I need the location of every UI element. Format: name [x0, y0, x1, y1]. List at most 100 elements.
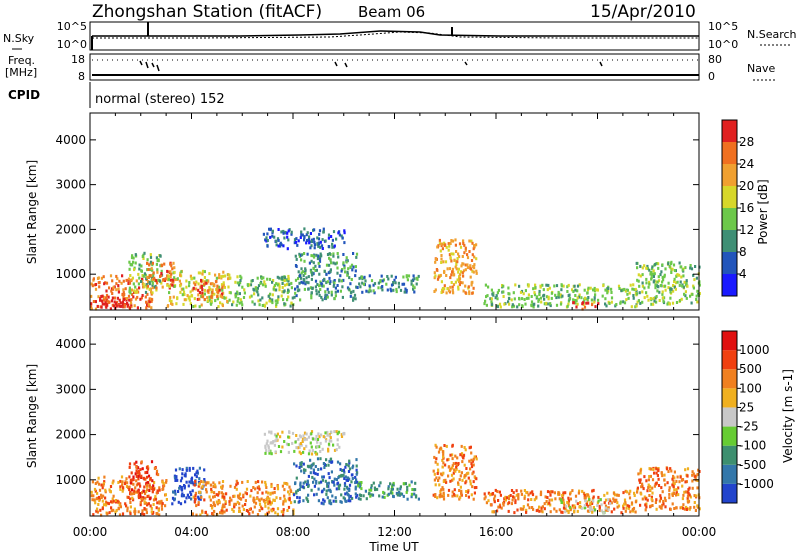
velocity-cell: [510, 502, 513, 506]
velocity-cell: [625, 506, 628, 510]
power-cell: [314, 279, 318, 283]
velocity-cell: [441, 465, 444, 469]
power-cell: [119, 301, 122, 305]
power-cell: [318, 232, 321, 236]
power-cell: [179, 273, 182, 277]
power-cell: [266, 277, 269, 281]
power-cell: [170, 299, 173, 303]
power-cell: [694, 265, 697, 268]
power-cell: [182, 302, 185, 306]
power-cell: [239, 281, 242, 285]
power-cell: [276, 275, 279, 279]
power-cell: [328, 263, 331, 267]
velocity-cell: [141, 509, 144, 513]
power-cell: [276, 237, 280, 241]
power-cell: [641, 284, 644, 288]
power-cell: [147, 276, 150, 279]
velocity-cell: [402, 482, 405, 486]
velocity-cell: [653, 484, 656, 488]
velocity-cell: [187, 484, 190, 488]
velocity-cell: [559, 498, 562, 502]
velocity-cell: [345, 478, 348, 482]
power-cell: [559, 302, 563, 306]
power-cell: [298, 252, 301, 256]
power-cell: [198, 297, 201, 301]
power-cell: [279, 244, 282, 248]
velocity-cell: [198, 490, 201, 494]
velocity-cell: [180, 476, 184, 480]
power-cell: [268, 299, 271, 303]
power-cell: [187, 296, 190, 300]
velocity-cell: [628, 496, 632, 500]
velocity-cell: [357, 484, 360, 488]
power-cell: [468, 250, 471, 253]
velocity-cell: [378, 494, 381, 498]
power-cell: [94, 307, 98, 311]
power-cell: [303, 287, 306, 291]
power-cell: [459, 273, 462, 277]
power-cell: [215, 279, 218, 283]
velocity-cell: [459, 495, 462, 499]
power-cell: [146, 275, 149, 279]
power-cell: [447, 242, 450, 246]
velocity-cell: [510, 489, 514, 492]
power-cell: [251, 300, 254, 304]
power-cell: [282, 244, 285, 248]
velocity-cell: [607, 506, 610, 510]
velocity-cell: [592, 499, 595, 503]
power-cell: [306, 231, 309, 235]
power-cell: [530, 300, 534, 304]
velocity-cell: [185, 466, 188, 470]
velocity-cell: [533, 498, 536, 502]
velocity-cell: [114, 510, 117, 514]
power-cell: [266, 232, 269, 236]
power-cell: [678, 299, 682, 302]
power-cell: [327, 271, 330, 275]
velocity-cell: [264, 504, 267, 508]
velocity-cell: [228, 502, 231, 506]
velocity-cell: [464, 481, 467, 485]
power-cell: [171, 302, 174, 306]
power-cell: [188, 284, 191, 288]
velocity-cell: [102, 482, 105, 485]
velocity-cell: [356, 480, 359, 484]
velocity-cell: [283, 497, 286, 501]
velocity-cell: [96, 491, 99, 495]
power-cell: [352, 298, 355, 302]
power-cell: [390, 274, 393, 278]
velocity-cell: [693, 501, 696, 504]
velocity-cell: [302, 450, 305, 454]
power-cell: [206, 296, 209, 300]
velocity-cell: [391, 483, 394, 487]
power-cell: [138, 263, 141, 267]
velocity-cell: [293, 500, 296, 504]
power-cell: [446, 267, 449, 271]
power-cell: [166, 274, 169, 278]
velocity-cell: [492, 510, 495, 514]
velocity-colorbar-label: Velocity [m s-1]: [781, 369, 795, 463]
velocity-cell: [298, 450, 301, 454]
velocity-cell: [106, 512, 109, 516]
velocity-cell: [224, 500, 227, 504]
velocity-cell: [561, 510, 564, 514]
power-cell: [203, 276, 206, 279]
velocity-cell: [467, 489, 470, 493]
velocity-cell: [101, 499, 104, 503]
power-cell: [97, 281, 100, 285]
power-cell: [113, 300, 116, 304]
velocity-cell: [358, 482, 361, 486]
velocity-cell: [643, 475, 646, 479]
power-cell: [682, 274, 685, 278]
velocity-cell: [297, 437, 300, 441]
power-cell: [173, 276, 176, 280]
velocity-cell: [696, 486, 699, 490]
power-cell: [692, 273, 695, 277]
power-cell: [661, 263, 664, 267]
velocity-cell: [673, 476, 676, 480]
velocity-cell: [499, 493, 502, 497]
power-cell: [192, 305, 195, 308]
velocity-cell: [348, 461, 351, 465]
power-cell: [622, 288, 625, 292]
power-cell: [360, 276, 363, 280]
velocity-cell: [340, 493, 343, 497]
